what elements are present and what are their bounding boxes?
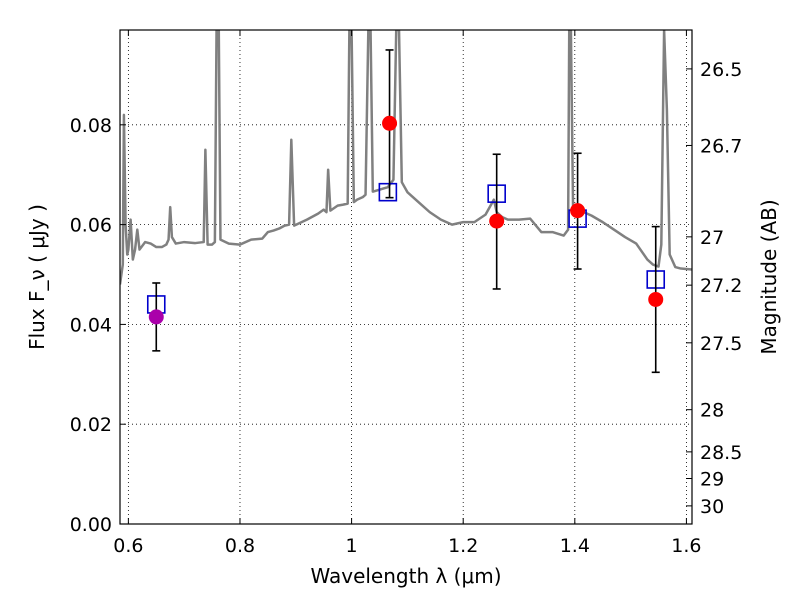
y-axis-title: Flux F_ν ( μJy ) [25, 204, 49, 350]
y2-tick-label: 26.7 [700, 135, 742, 157]
model-square-marker [378, 182, 398, 202]
observed-point [489, 213, 505, 229]
x-tick-label: 1.2 [448, 535, 478, 557]
y-tick-label: 0.08 [70, 115, 112, 137]
y2-tick-label: 28.5 [700, 442, 742, 464]
observed-point [382, 115, 398, 131]
y2-tick-label: 29 [700, 468, 724, 490]
x-axis-title: Wavelength λ (μm) [310, 564, 501, 588]
x-tick-label: 1.6 [671, 535, 701, 557]
y2-tick-label: 27.2 [700, 275, 742, 297]
y2-tick-label: 28 [700, 400, 724, 422]
axis-ticks: 0.6 0.8 1 1.2 1.4 1.6 0.00 0.02 0.04 0.06 0.08 26.5… [70, 30, 742, 557]
y-tick-label: 0.04 [70, 314, 112, 336]
y-tick-label: 0.00 [70, 514, 112, 536]
plot-frame [119, 29, 693, 525]
observed-point [570, 203, 586, 219]
observed-point [648, 291, 664, 307]
x-tick-label: 0.8 [225, 535, 255, 557]
y2-tick-label: 27 [700, 227, 724, 249]
y-tick-label: 0.02 [70, 414, 112, 436]
y2-tick-label: 27.5 [700, 333, 742, 355]
y2-tick-label: 30 [700, 496, 724, 518]
plot-area [120, 30, 692, 374]
optical-point [148, 309, 164, 325]
spectrum-line [120, 30, 692, 285]
x-tick-label: 1 [346, 535, 358, 557]
x-tick-label: 0.6 [113, 535, 143, 557]
y-tick-label: 0.06 [70, 215, 112, 237]
y2-axis-title: Magnitude (AB) [757, 199, 781, 354]
x-tick-label: 1.4 [560, 535, 590, 557]
y2-tick-label: 26.5 [700, 59, 742, 81]
